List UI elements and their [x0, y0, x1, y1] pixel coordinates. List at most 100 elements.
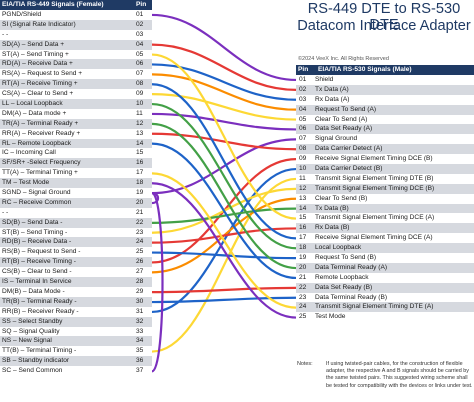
rs530-signal-name: Tx Data (A)	[315, 85, 349, 93]
rs449-row: PGND/Shield 01	[0, 10, 152, 20]
rs530-row: Transmit Signal Element Timing DCE (A) 15	[296, 213, 474, 223]
wire-10-to-18	[151, 102, 297, 250]
rs449-row: CS(B) – Clear to Send - 27	[0, 267, 152, 277]
rs530-signal-name: Clear To Send (B)	[315, 194, 368, 202]
rs449-row: NS – New Signal 34	[0, 336, 152, 347]
rs530-pin-number: 11	[299, 174, 306, 182]
wire-01-to-01	[151, 13, 297, 82]
rs530-signal-name: Data Terminal Ready (A)	[315, 263, 388, 271]
wire-08-to-17	[151, 83, 297, 240]
rs530-pin-number: 16	[299, 224, 307, 232]
rs449-pin-number: 19	[136, 189, 144, 197]
rs530-pin-table: Pin EIA/TIA RS-530 Signals (Male) Shield…	[296, 65, 474, 322]
rs449-pin-number: 08	[136, 80, 144, 88]
rs449-pin-table: EIA/TIA RS-449 Signals (Female) Pin PGND…	[0, 0, 152, 376]
wire-13-to-08	[151, 132, 297, 151]
wire-19-to-07	[151, 138, 297, 195]
rs449-row: RT(A) – Receive Timing + 08	[0, 79, 152, 90]
rs449-pin-number: 16	[136, 159, 144, 167]
rs449-pin-number: 33	[136, 327, 144, 335]
rs449-row: TR(B) – Terminal Ready - 30	[0, 296, 152, 307]
rs449-row: SQ – Signal Quality 33	[0, 327, 152, 337]
rs449-signal-name: RS(A) – Request to Send +	[2, 70, 83, 78]
rs449-row: SD(A) – Send Data + 04	[0, 39, 152, 50]
rs530-pin-number: 23	[299, 293, 307, 301]
rs530-signal-name: Receive Signal Element Timing DCE (A)	[315, 234, 433, 242]
rs449-signal-name: SQ – Signal Quality	[2, 327, 60, 335]
rs449-signal-name: TR(A) – Terminal Ready +	[2, 119, 79, 127]
rs530-signal-name: Request To Send (B)	[315, 254, 377, 262]
rs449-row: RD(A) – Receive Data + 06	[0, 59, 152, 70]
rs449-signal-name: RR(B) – Receiver Ready -	[2, 307, 79, 315]
rs449-signal-name: CS(A) – Clear to Send +	[2, 90, 74, 98]
wire-25-to-19	[151, 251, 297, 260]
rs449-row: ST(B) – Send Timing - 23	[0, 228, 152, 238]
rs449-pin-number: 23	[136, 228, 144, 236]
rs530-row: Receive Signal Element Timing DCE (B) 09	[296, 154, 474, 164]
rs530-row: Local Loopback 18	[296, 243, 474, 254]
rs530-pin-number: 05	[299, 115, 307, 123]
rs449-signal-name: SB – Standby indicator	[2, 357, 70, 365]
rs530-signal-name: Tx Data (B)	[315, 204, 349, 212]
wire-09-to-05	[151, 93, 297, 121]
rs530-pin-number: 20	[299, 263, 307, 271]
rs530-row: Shield 01	[296, 75, 474, 85]
rs449-pin-number: 14	[136, 139, 144, 147]
rs530-row: Request To Send (A) 04	[296, 104, 474, 115]
rs449-signal-name: PGND/Shield	[2, 11, 42, 18]
rs449-signal-name: DM(A) – Data mode +	[2, 109, 67, 117]
rs530-row: Data Terminal Ready (B) 23	[296, 293, 474, 303]
rs449-row: ST(A) – Send Timing + 05	[0, 50, 152, 60]
rs530-signal-name: Signal Ground	[315, 135, 358, 143]
rs449-pin-number: 34	[136, 337, 144, 345]
rs530-signal-name: Transmit Signal Element Timing DCE (B)	[315, 184, 435, 192]
rs449-signal-name: - -	[2, 208, 9, 216]
rs449-pin-number: 04	[136, 40, 144, 48]
rs449-pin-number: 01	[136, 11, 144, 18]
rs449-row: RR(A) – Receiver Ready + 13	[0, 129, 152, 139]
rs449-signal-name: TM – Test Mode	[2, 179, 50, 187]
rs530-pin-number: 25	[299, 313, 307, 321]
rs530-row: Request To Send (B) 19	[296, 253, 474, 263]
wire-14-to-21	[151, 142, 297, 280]
wire-35-to-11	[151, 177, 297, 353]
rs530-signal-name: Transmit Signal Element Timing DTE (B)	[315, 174, 434, 182]
rs449-row: SD(B) – Send Data - 22	[0, 217, 152, 228]
rs530-row: Clear To Send (B) 13	[296, 194, 474, 204]
rs449-signal-name: SI (Signal Rate Indicator)	[2, 20, 76, 28]
rs530-signal-name: Receive Signal Element Timing DCE (B)	[315, 155, 433, 163]
wire-07-to-04	[151, 73, 297, 111]
rs530-signal-name: Rx Data (A)	[315, 95, 350, 103]
rs530-rows: Shield 01 Tx Data (A) 02 Rx Data (A) 03 Reques…	[296, 75, 474, 322]
rs449-row: DM(A) – Data mode + 11	[0, 109, 152, 119]
rs449-pin-number: 22	[136, 218, 144, 226]
rs449-signal-name: CS(B) – Clear to Send -	[2, 268, 72, 276]
rs449-signal-name: TT(A) – Terminal Timing +	[2, 169, 78, 177]
wire-05-to-15	[151, 53, 297, 220]
rs449-pin-number: 15	[136, 149, 144, 157]
rs530-pin-number: 07	[299, 135, 307, 143]
rs530-row: Data Set Ready (A) 06	[296, 124, 474, 135]
rs449-pin-number: 18	[136, 179, 144, 187]
rs449-signal-name: SF/SR+ -Select Frequency	[2, 159, 81, 167]
rs449-row: RT(B) – Receive Timing - 26	[0, 257, 152, 268]
rs449-signal-name: DM(B) – Data Mode -	[2, 287, 65, 295]
rs449-signal-name: TR(B) – Terminal Ready -	[2, 297, 77, 305]
rs449-pin-number: 26	[136, 258, 144, 266]
rs449-pin-number: 29	[136, 287, 144, 295]
rs530-table-header: Pin EIA/TIA RS-530 Signals (Male)	[296, 65, 474, 75]
rs530-signal-name: Request To Send (A)	[315, 105, 377, 113]
rs530-row: Data Set Ready (B) 22	[296, 282, 474, 293]
wire-24-to-16	[151, 227, 297, 244]
rs449-pin-number: 28	[136, 278, 144, 286]
wire-04-to-02	[151, 43, 297, 91]
rs449-pin-number: 36	[136, 357, 144, 365]
rs449-signal-name: RL – Remote Loopback	[2, 139, 72, 147]
rs530-pin-number: 12	[299, 184, 307, 192]
rs449-signal-name: NS – New Signal	[2, 337, 52, 345]
wire-17-to-24	[151, 172, 297, 309]
rs530-row: Transmit Signal Element Timing DTE (B) 11	[296, 174, 474, 184]
rs449-row: TT(B) – Terminal Timing - 35	[0, 346, 152, 356]
rs449-signal-name: RS(B) – Request to Send -	[2, 248, 81, 256]
rs449-pin-number: 12	[136, 119, 144, 127]
